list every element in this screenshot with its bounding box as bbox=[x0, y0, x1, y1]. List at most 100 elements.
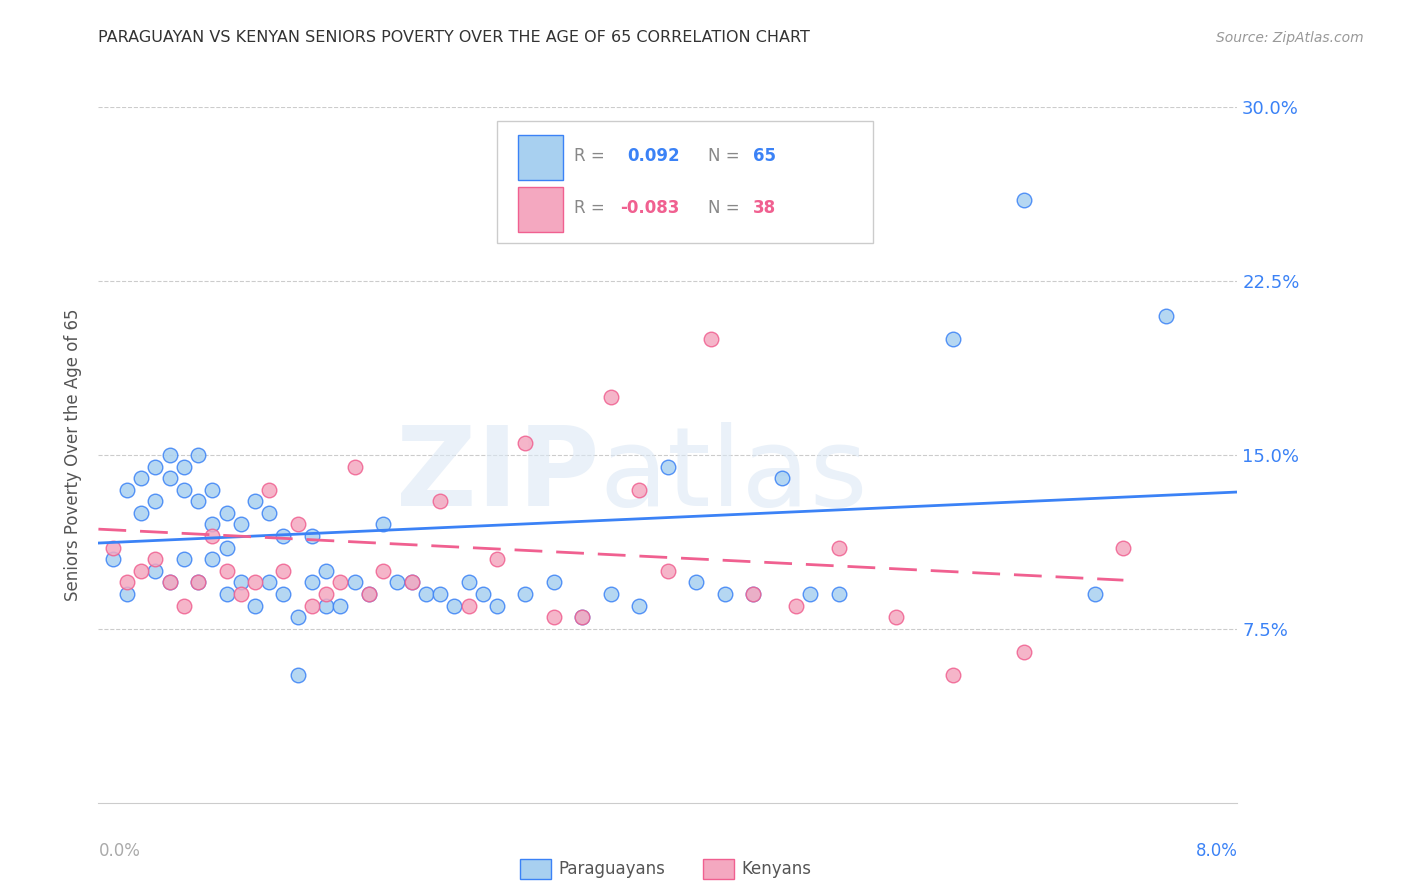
Point bbox=[243, 575, 266, 590]
Point bbox=[357, 587, 380, 601]
Point bbox=[145, 564, 167, 578]
Point bbox=[1012, 193, 1035, 207]
Point bbox=[371, 564, 394, 578]
Point bbox=[1084, 587, 1107, 601]
Point bbox=[229, 575, 252, 590]
Point bbox=[415, 587, 437, 601]
Point bbox=[259, 483, 281, 497]
Point bbox=[187, 448, 209, 462]
Text: 65: 65 bbox=[754, 147, 776, 165]
Point bbox=[742, 587, 765, 601]
Text: 38: 38 bbox=[754, 199, 776, 217]
Point bbox=[515, 587, 537, 601]
Point bbox=[884, 610, 907, 624]
Point bbox=[145, 552, 167, 566]
Point bbox=[628, 483, 651, 497]
Point bbox=[515, 436, 537, 450]
Point bbox=[173, 483, 195, 497]
Point bbox=[942, 668, 965, 682]
Text: R =: R = bbox=[575, 147, 610, 165]
Bar bbox=[517, 187, 562, 232]
Point bbox=[357, 587, 380, 601]
Point bbox=[571, 610, 593, 624]
Point bbox=[101, 541, 124, 555]
Point bbox=[129, 564, 152, 578]
Point bbox=[401, 575, 423, 590]
Y-axis label: Seniors Poverty Over the Age of 65: Seniors Poverty Over the Age of 65 bbox=[65, 309, 83, 601]
Point bbox=[301, 575, 323, 590]
Point bbox=[657, 459, 679, 474]
Text: -0.083: -0.083 bbox=[620, 199, 679, 217]
Point bbox=[229, 517, 252, 532]
Point bbox=[387, 575, 409, 590]
Point bbox=[770, 471, 793, 485]
Point bbox=[273, 587, 295, 601]
Point bbox=[215, 564, 238, 578]
Point bbox=[273, 564, 295, 578]
Point bbox=[215, 587, 238, 601]
Point bbox=[543, 610, 565, 624]
Point bbox=[315, 599, 337, 613]
Point bbox=[828, 587, 851, 601]
Point bbox=[159, 575, 181, 590]
Point bbox=[714, 587, 737, 601]
Text: R =: R = bbox=[575, 199, 610, 217]
Point bbox=[187, 494, 209, 508]
Point bbox=[657, 564, 679, 578]
Point bbox=[429, 494, 451, 508]
Point bbox=[259, 506, 281, 520]
Point bbox=[287, 668, 309, 682]
Text: 0.0%: 0.0% bbox=[98, 842, 141, 860]
Point bbox=[401, 575, 423, 590]
Point bbox=[543, 575, 565, 590]
Point bbox=[315, 564, 337, 578]
Point bbox=[329, 599, 352, 613]
Text: 8.0%: 8.0% bbox=[1195, 842, 1237, 860]
Point bbox=[159, 471, 181, 485]
Point bbox=[1012, 645, 1035, 659]
Point bbox=[173, 552, 195, 566]
Point bbox=[301, 529, 323, 543]
Point bbox=[173, 599, 195, 613]
Point bbox=[315, 587, 337, 601]
Text: 0.092: 0.092 bbox=[627, 147, 679, 165]
Point bbox=[942, 332, 965, 346]
Point bbox=[600, 390, 623, 404]
Point bbox=[243, 494, 266, 508]
Point bbox=[173, 459, 195, 474]
Point bbox=[201, 517, 224, 532]
Point bbox=[287, 517, 309, 532]
Point bbox=[115, 587, 138, 601]
Point bbox=[699, 332, 721, 346]
Point bbox=[486, 599, 509, 613]
Point bbox=[287, 610, 309, 624]
Text: Source: ZipAtlas.com: Source: ZipAtlas.com bbox=[1216, 30, 1364, 45]
Point bbox=[457, 575, 479, 590]
Point bbox=[571, 610, 593, 624]
Point bbox=[115, 483, 138, 497]
Text: Kenyans: Kenyans bbox=[741, 860, 811, 878]
Point bbox=[429, 587, 451, 601]
Point bbox=[371, 517, 394, 532]
Point bbox=[1154, 309, 1177, 323]
Text: ZIP: ZIP bbox=[396, 422, 599, 529]
Point bbox=[471, 587, 494, 601]
Point bbox=[301, 599, 323, 613]
Point bbox=[145, 494, 167, 508]
Point bbox=[742, 587, 765, 601]
Point bbox=[628, 599, 651, 613]
Text: N =: N = bbox=[707, 147, 745, 165]
Point bbox=[828, 541, 851, 555]
Point bbox=[600, 587, 623, 601]
Text: Paraguayans: Paraguayans bbox=[558, 860, 665, 878]
Point bbox=[343, 575, 366, 590]
Point bbox=[229, 587, 252, 601]
Point bbox=[145, 459, 167, 474]
Point bbox=[215, 541, 238, 555]
Point bbox=[201, 483, 224, 497]
Point bbox=[201, 529, 224, 543]
Point bbox=[799, 587, 821, 601]
Point bbox=[159, 448, 181, 462]
Bar bbox=[498, 121, 873, 243]
Point bbox=[273, 529, 295, 543]
